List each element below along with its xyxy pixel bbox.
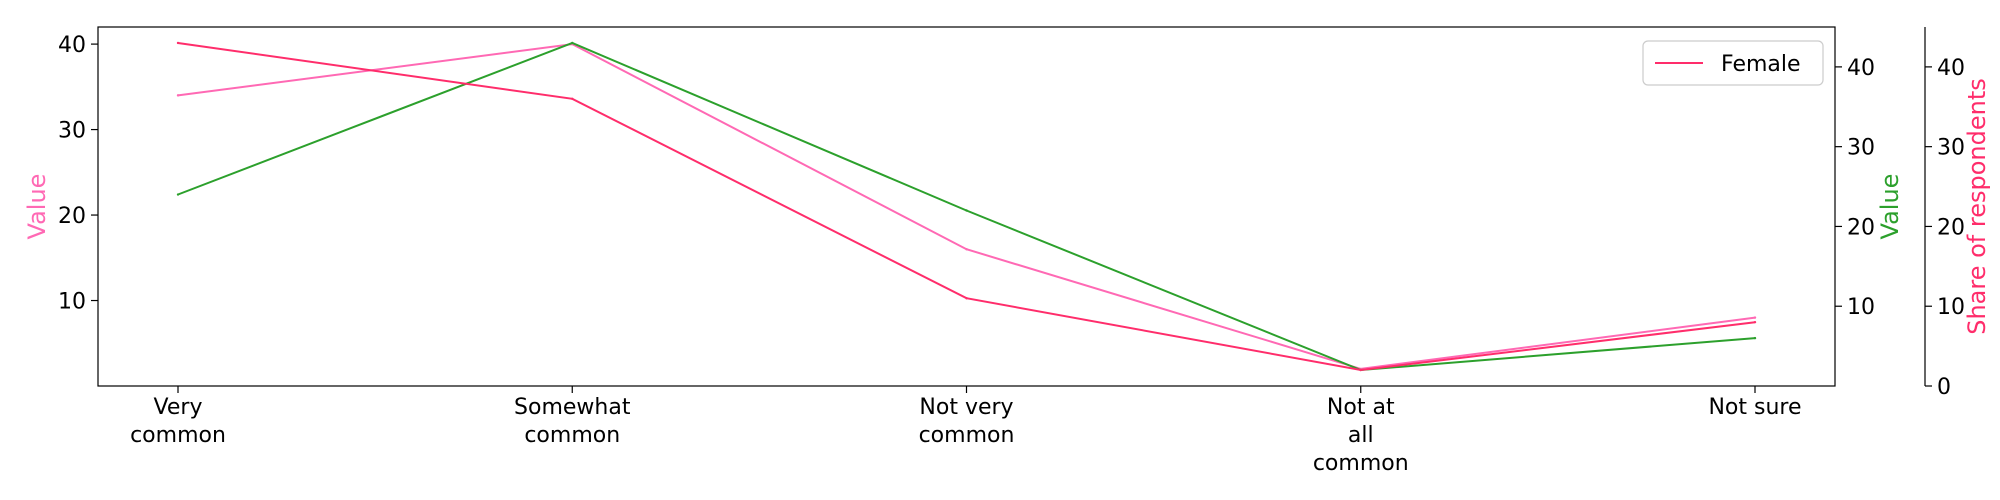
x-axis-tick-label-line: Not at — [1327, 395, 1395, 420]
series-line-2 — [177, 42, 1756, 372]
x-axis-tick-label: Somewhat common — [514, 395, 631, 448]
series-2-point — [1359, 368, 1362, 372]
x-axis-tick-label: Not sure — [1708, 395, 1801, 420]
left-axis-tick-label: 40 — [58, 33, 86, 58]
series-0-point — [965, 248, 968, 251]
legend-box — [1642, 40, 1824, 86]
series-1-point — [571, 41, 574, 45]
series-line-1 — [177, 41, 1756, 372]
x-axis-tick-label: Very common — [130, 395, 226, 448]
x-axis-tick-label-line: all — [1348, 423, 1374, 448]
share-axis-tick-label: 30 — [1937, 136, 1965, 161]
series-0-point — [1753, 316, 1757, 319]
series-2-point — [965, 297, 968, 300]
series-0-point — [176, 94, 180, 97]
x-axis-tick-label-line: Somewhat — [514, 395, 631, 420]
plot-frame — [97, 26, 1836, 387]
legend-label: Female — [1721, 52, 1801, 77]
right-axis-title: Value — [1876, 174, 1904, 240]
share-axis-tick-label: 0 — [1937, 375, 1951, 400]
series-1-point — [965, 209, 968, 212]
x-axis-tick-label-line: common — [524, 423, 620, 448]
left-axis-tick-label: 20 — [58, 204, 86, 229]
left-axis-tick-label: 30 — [58, 119, 86, 144]
share-axis-tick-label: 40 — [1937, 56, 1965, 81]
x-axis-tick-label: Not at all common — [1313, 395, 1409, 476]
share-axis-title: Share of respondents — [1963, 78, 1991, 335]
share-axis-tick-label: 10 — [1937, 295, 1965, 320]
series-2-point — [1753, 320, 1757, 324]
x-axis-tick-label: Not very common — [919, 395, 1015, 448]
x-axis-tick-label-line: common — [919, 423, 1015, 448]
series-2-point — [176, 41, 180, 45]
series-2-point — [571, 97, 574, 101]
x-axis-tick-label-line: Very — [154, 395, 203, 420]
series-1-point — [176, 193, 180, 196]
share-axis-tick-label: 20 — [1937, 215, 1965, 240]
x-axis-tick-label-line: common — [130, 423, 226, 448]
left-axis-title: Value — [23, 174, 51, 240]
series-1-point — [1753, 336, 1757, 340]
right-axis-tick-label: 20 — [1847, 215, 1875, 240]
left-axis-tick-label: 10 — [58, 290, 86, 315]
right-axis-tick-label: 40 — [1847, 56, 1875, 81]
right-axis-tick-label: 30 — [1847, 136, 1875, 161]
right-axis-tick-label: 10 — [1847, 295, 1875, 320]
series-line-0 — [177, 43, 1756, 370]
x-axis-tick-label-line: Not sure — [1708, 395, 1801, 420]
x-axis-tick-label-line: common — [1313, 451, 1409, 476]
x-axis-tick-label-line: Not very — [919, 395, 1013, 420]
